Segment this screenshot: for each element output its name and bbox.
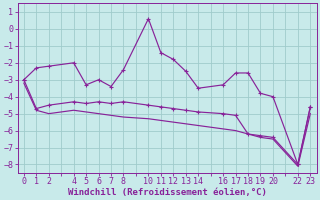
X-axis label: Windchill (Refroidissement éolien,°C): Windchill (Refroidissement éolien,°C) (68, 188, 267, 197)
